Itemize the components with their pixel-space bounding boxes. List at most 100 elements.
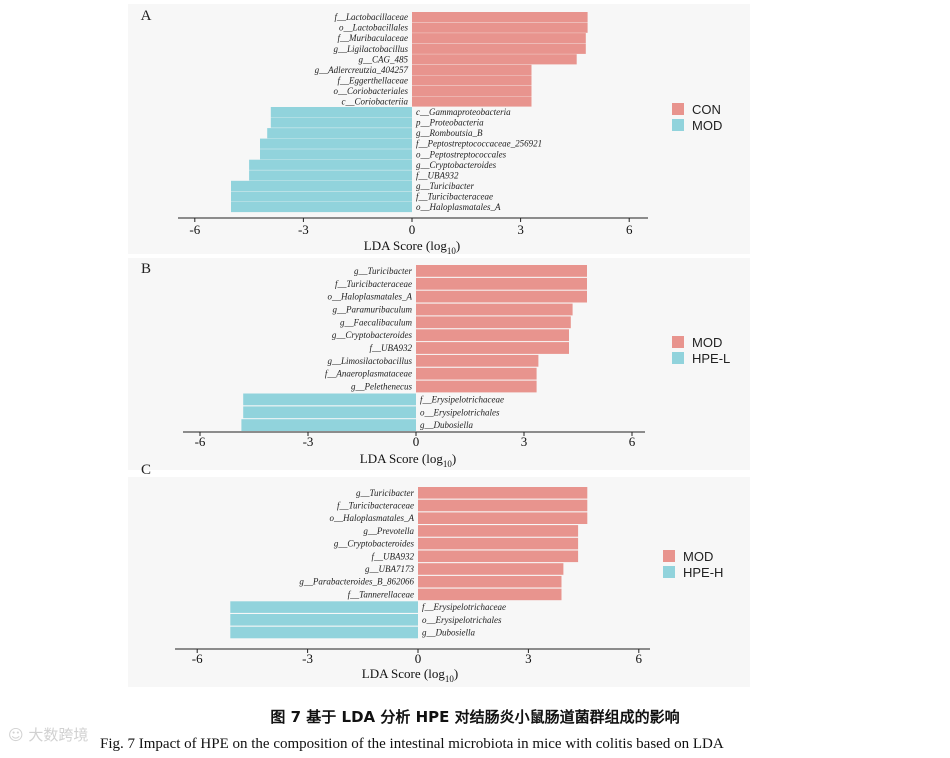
lda-bar bbox=[416, 265, 587, 277]
lda-bar bbox=[231, 180, 412, 191]
lda-bar bbox=[270, 117, 412, 128]
bar-label: g__CAG_485 bbox=[359, 54, 409, 64]
figure-caption-english: Fig. 7 Impact of HPE on the composition … bbox=[100, 736, 724, 752]
bar-label: g__UBA7173 bbox=[365, 564, 414, 574]
lda-bar bbox=[241, 419, 416, 431]
lda-bar bbox=[418, 537, 579, 550]
bar-label: f__Turicibacteraceae bbox=[416, 192, 493, 202]
lda-bar bbox=[412, 85, 532, 97]
legend-swatch bbox=[672, 336, 684, 348]
x-tick-label: 0 bbox=[413, 434, 420, 449]
bar-label: g__Faecalibaculum bbox=[340, 317, 412, 327]
lda-bar bbox=[412, 12, 588, 23]
bar-label: g__Romboutsia_B bbox=[416, 128, 483, 138]
bar-label: f__Eggerthellaceae bbox=[338, 75, 408, 85]
x-tick-label: -3 bbox=[303, 434, 314, 449]
lda-bar bbox=[416, 316, 571, 329]
bar-label: o__Haloplasmatales_A bbox=[330, 513, 415, 523]
lda-bar bbox=[243, 406, 416, 419]
x-tick-label: 6 bbox=[636, 651, 643, 666]
lda-bar bbox=[418, 512, 588, 524]
legend-label: CON bbox=[692, 102, 721, 117]
legend-label: MOD bbox=[683, 549, 713, 564]
lda-bar bbox=[230, 626, 418, 639]
bar-label: g__Ligilactobacillus bbox=[333, 44, 408, 54]
legend-label: MOD bbox=[692, 335, 722, 350]
legend-label: MOD bbox=[692, 118, 722, 133]
lda-bar bbox=[418, 487, 588, 499]
lda-bar bbox=[412, 96, 532, 107]
bar-label: g__Prevotella bbox=[363, 526, 414, 536]
bar-label: g__Turicibacter bbox=[354, 266, 412, 276]
x-tick-label: 3 bbox=[517, 222, 524, 237]
bar-label: g__Turicibacter bbox=[416, 181, 474, 191]
bar-label: g__Dubosiella bbox=[422, 628, 475, 638]
bar-label: f__Muribaculaceae bbox=[338, 33, 408, 43]
bar-label: f__Anaeroplasmataceae bbox=[325, 369, 412, 379]
bar-label: p__Proteobacteria bbox=[415, 118, 484, 128]
lda-bar bbox=[270, 107, 412, 118]
bar-label: o__Coriobacteriales bbox=[334, 86, 409, 96]
panel-letter: C bbox=[141, 462, 151, 478]
panel-c: Cg__Turicibacter f__Turicibacteraceae o__H… bbox=[128, 462, 750, 687]
x-tick-label: -6 bbox=[195, 434, 206, 449]
panel-letter: A bbox=[141, 8, 152, 24]
bar-label: c__Coriobacteriia bbox=[342, 97, 409, 107]
lda-bar bbox=[260, 149, 412, 160]
lda-bar bbox=[416, 380, 537, 393]
bar-label: g__Limosilactobacillus bbox=[327, 356, 412, 366]
lda-bar bbox=[231, 201, 412, 213]
bar-label: g__Cryptobacteroides bbox=[332, 330, 413, 340]
lda-bar bbox=[416, 277, 587, 290]
lda-bar bbox=[418, 550, 579, 563]
x-axis-title: LDA Score (log10) bbox=[360, 451, 456, 469]
lda-bar bbox=[416, 367, 537, 380]
lda-bar bbox=[230, 601, 418, 613]
legend-swatch bbox=[672, 119, 684, 131]
x-tick-label: 6 bbox=[629, 434, 636, 449]
lda-bar bbox=[412, 43, 586, 54]
lda-bar bbox=[412, 75, 532, 86]
lda-bar bbox=[416, 329, 569, 342]
x-tick-label: 3 bbox=[525, 651, 532, 666]
x-tick-label: -6 bbox=[189, 222, 200, 237]
bar-label: f__Turicibacteraceae bbox=[337, 501, 414, 511]
lda-bar bbox=[260, 138, 412, 149]
lda-bar bbox=[249, 170, 412, 181]
bar-label: g__Parabacteroides_B_862066 bbox=[299, 577, 414, 587]
lda-bar bbox=[249, 159, 412, 170]
x-axis-title: LDA Score (log10) bbox=[364, 238, 460, 256]
legend-label: HPE-L bbox=[692, 351, 730, 366]
bar-label: g__Turicibacter bbox=[356, 488, 414, 498]
bar-label: g__Dubosiella bbox=[420, 420, 473, 430]
bar-label: g__Pelethenecus bbox=[351, 382, 412, 392]
lda-bar bbox=[418, 525, 579, 537]
bar-label: o__Erysipelotrichales bbox=[420, 407, 500, 417]
panel-letter: B bbox=[141, 261, 151, 277]
lda-bar bbox=[267, 128, 412, 139]
lda-bar bbox=[416, 342, 569, 354]
bar-label: f__UBA932 bbox=[416, 170, 459, 180]
bar-label: o__Haloplasmatales_A bbox=[328, 292, 413, 302]
figure-caption-chinese: 图 7 基于 LDA 分析 HPE 对结肠炎小鼠肠道菌群组成的影响 bbox=[270, 708, 680, 726]
lda-bar bbox=[243, 393, 416, 406]
legend-swatch bbox=[672, 103, 684, 115]
bar-label: o__Peptostreptococcales bbox=[416, 149, 507, 159]
lda-bar bbox=[231, 191, 412, 202]
x-tick-label: 3 bbox=[521, 434, 528, 449]
lda-bar bbox=[416, 354, 539, 367]
bar-label: g__Cryptobacteroides bbox=[416, 160, 497, 170]
legend-label: HPE-H bbox=[683, 565, 723, 580]
bar-label: g__Adlercreutzia_404257 bbox=[315, 65, 409, 75]
bar-label: f__Tannerellaceae bbox=[348, 589, 414, 599]
watermark: ☺ 大数跨境 bbox=[8, 726, 89, 744]
lda-bar bbox=[418, 588, 562, 601]
lda-bar bbox=[412, 33, 586, 44]
bar-label: f__UBA932 bbox=[372, 551, 415, 561]
bar-label: c__Gammaproteobacteria bbox=[416, 107, 511, 117]
lda-bar bbox=[412, 54, 577, 65]
lda-bar bbox=[412, 22, 588, 33]
bar-label: o__Haloplasmatales_A bbox=[416, 202, 501, 212]
